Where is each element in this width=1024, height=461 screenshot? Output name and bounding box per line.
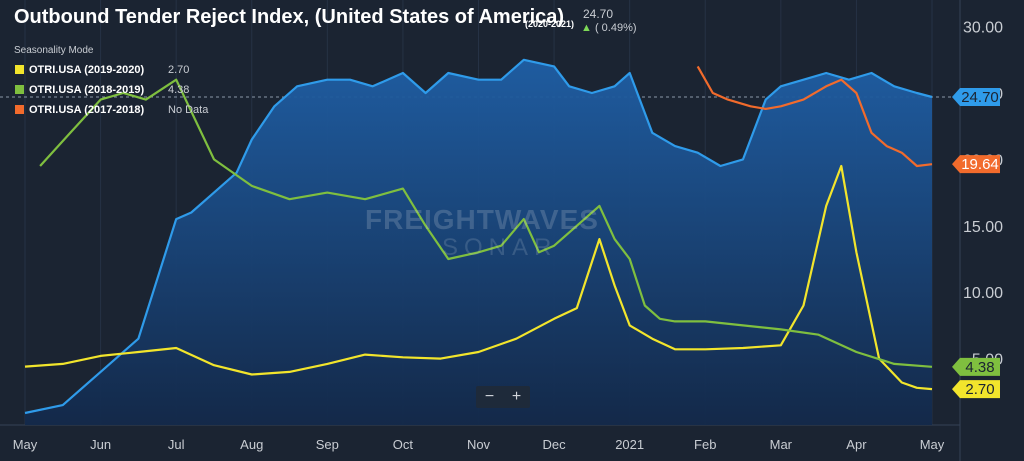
legend-swatch bbox=[15, 65, 24, 74]
x-tick-label: May bbox=[920, 437, 945, 452]
zoom-controls: − + bbox=[476, 386, 530, 408]
end-value-tag-text: 19.64 bbox=[961, 156, 999, 173]
end-value-tag-2: 4.38 bbox=[952, 357, 1000, 376]
change-text: ( 0.49%) bbox=[594, 22, 637, 34]
end-value-tag-shape bbox=[952, 155, 1000, 174]
y-tick-label: 15.00 bbox=[963, 219, 1003, 236]
legend-item-2017-2018[interactable]: OTRI.USA (2017-2018) No Data bbox=[15, 104, 208, 116]
legend-item-2018-2019[interactable]: OTRI.USA (2018-2019) 4.38 bbox=[15, 84, 189, 96]
y-tick-label: 10.00 bbox=[963, 285, 1003, 302]
end-value-tag-0: 24.70 bbox=[952, 87, 1000, 106]
x-tick-label: Oct bbox=[393, 437, 414, 452]
x-tick-label: Sep bbox=[316, 437, 339, 452]
current-change: ▲ ( 0.49%) bbox=[581, 22, 637, 34]
zoom-out-button[interactable]: − bbox=[484, 388, 495, 405]
legend-swatch bbox=[15, 85, 24, 94]
legend-swatch bbox=[15, 105, 24, 114]
series-area-fill bbox=[25, 59, 932, 426]
chart-title: Outbound Tender Reject Index, (United St… bbox=[14, 6, 565, 28]
chart-range: (2020-2021) bbox=[525, 19, 575, 29]
series-line-0 bbox=[24, 58, 933, 415]
series-line-1 bbox=[24, 164, 933, 391]
legend-label: OTRI.USA (2019-2020) bbox=[29, 64, 145, 76]
x-tick-label: Mar bbox=[770, 437, 793, 452]
end-value-tag-text: 24.70 bbox=[961, 89, 999, 106]
legend-value: No Data bbox=[168, 104, 209, 116]
legend-label: OTRI.USA (2017-2018) bbox=[29, 104, 145, 116]
zoom-in-button[interactable]: + bbox=[511, 388, 522, 405]
legend-label: OTRI.USA (2018-2019) bbox=[29, 84, 145, 96]
x-tick-label: Apr bbox=[846, 437, 867, 452]
up-arrow-icon: ▲ bbox=[581, 22, 592, 34]
x-tick-label: Jul bbox=[168, 437, 185, 452]
x-tick-label: Dec bbox=[543, 437, 567, 452]
x-tick-label: Feb bbox=[694, 437, 716, 452]
legend-value: 4.38 bbox=[168, 84, 190, 96]
x-tick-label: Aug bbox=[240, 437, 263, 452]
series-line-2 bbox=[39, 78, 933, 368]
x-tick-label: May bbox=[13, 437, 38, 452]
x-tick-label: Jun bbox=[90, 437, 111, 452]
end-value-tag-1: 2.70 bbox=[952, 380, 1000, 399]
current-value: 24.70 bbox=[583, 7, 614, 21]
legend-item-2019-2020[interactable]: OTRI.USA (2019-2020) 2.70 bbox=[15, 64, 189, 76]
watermark-freightwaves: FREIGHTWAVES bbox=[365, 204, 599, 235]
end-value-tag-shape bbox=[952, 87, 1000, 106]
x-tick-label: Nov bbox=[467, 437, 491, 452]
end-value-tag-text: 4.38 bbox=[965, 359, 994, 376]
x-tick-label: 2021 bbox=[615, 437, 644, 452]
end-value-tag-text: 2.70 bbox=[965, 381, 994, 398]
end-value-tag-shape bbox=[952, 357, 1000, 376]
watermark-sonar: SONAR bbox=[442, 234, 558, 261]
y-tick-label: 30.00 bbox=[963, 20, 1003, 37]
legend-value: 2.70 bbox=[168, 64, 190, 76]
end-value-tag-3: 19.64 bbox=[952, 155, 1000, 174]
series-line-3 bbox=[696, 65, 933, 168]
seasonality-heading: Seasonality Mode bbox=[14, 45, 94, 56]
end-value-tag-shape bbox=[952, 380, 1000, 399]
